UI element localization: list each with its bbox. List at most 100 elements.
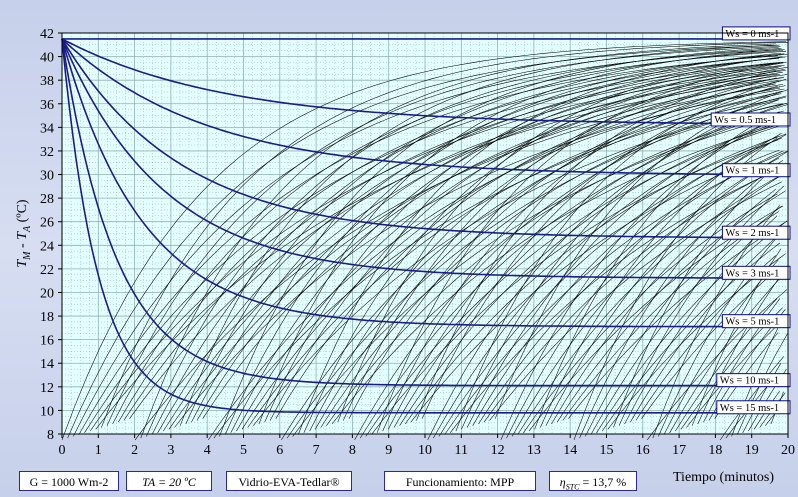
y-axis-label: TM - TA (ºC) [15, 199, 33, 268]
family-curve [720, 356, 785, 441]
x-tick-label: 20 [781, 443, 795, 458]
family-curve [489, 181, 782, 421]
materials-label: Vidrio-EVA-Tedlar® [238, 475, 340, 489]
x-tick-label: 18 [708, 443, 722, 458]
family-curve [551, 175, 781, 425]
family-curve [641, 265, 782, 419]
family-curve [613, 163, 779, 428]
family-curve [517, 172, 785, 435]
x-axis-label: Tiempo (minutos) [673, 470, 774, 485]
y-tick-label: 26 [40, 216, 54, 231]
x-tick-label: 0 [59, 443, 66, 458]
family-curve [523, 193, 778, 433]
family-curve [404, 133, 787, 425]
series-label-box [716, 373, 791, 388]
series-line [61, 38, 788, 125]
curve-family [61, 41, 789, 441]
family-curve [534, 112, 777, 430]
y-tick-label: 22 [40, 263, 54, 278]
y-tick-label: 20 [40, 286, 54, 301]
y-tick-label: 34 [40, 121, 54, 136]
family-curve [275, 76, 785, 419]
x-tick-label: 9 [385, 443, 392, 458]
x-tick-label: 13 [527, 443, 541, 458]
x-tick-label: 8 [349, 443, 356, 458]
x-tick-label: 11 [455, 443, 468, 458]
family-curve [624, 215, 778, 425]
y-tick-label: 12 [40, 381, 54, 396]
x-tick-label: 3 [167, 443, 174, 458]
x-tick-label: 4 [204, 443, 211, 458]
y-label-mid: - [15, 240, 30, 252]
family-curve [348, 80, 781, 419]
x-tick-label: 1 [95, 443, 102, 458]
family-curve [179, 44, 778, 426]
family-curve [568, 222, 785, 419]
y-tick-label: 30 [40, 169, 54, 184]
irradiance-box: G = 1000 Wm-2 [19, 471, 119, 491]
series-label-box [716, 400, 791, 415]
family-curve [331, 125, 777, 425]
family-curve [365, 123, 786, 437]
series-line [61, 38, 789, 239]
x-tick-label: 16 [636, 443, 650, 458]
family-curve [337, 56, 783, 423]
series-label: Ws = 3 ms-1 [725, 268, 779, 279]
x-tick-label: 17 [672, 443, 686, 458]
family-curve [449, 168, 781, 433]
family-curve [472, 136, 778, 426]
family-curve [416, 68, 785, 421]
operation-box: Funcionamiento: MPP [384, 471, 536, 491]
eta-symbol: η [559, 475, 566, 489]
x-tick-label: 19 [745, 443, 759, 458]
y-label-sub2: A [22, 225, 33, 233]
series-line [61, 38, 788, 176]
family-curve [269, 67, 779, 421]
series-label: Ws = 2 ms-1 [725, 228, 779, 239]
ambient-temp-box: TA = 20 ºC [126, 471, 212, 491]
family-curve [658, 227, 786, 437]
family-curve [67, 44, 780, 439]
series-label-box [721, 314, 791, 329]
family-curve [500, 116, 781, 441]
ambient-temp-label: TA = 20 ºC [142, 475, 196, 489]
y-tick-label: 42 [40, 27, 54, 42]
family-curve [157, 62, 781, 433]
x-tick-label: 14 [563, 443, 577, 458]
family-curve [359, 111, 780, 439]
family-curve [427, 103, 784, 441]
family-curve [455, 78, 787, 432]
irradiance-label: G = 1000 Wm-2 [29, 475, 109, 489]
family-curve [73, 49, 785, 437]
x-tick-label: 15 [600, 443, 614, 458]
series-label-box [721, 163, 791, 178]
family-curve [258, 49, 780, 425]
y-tick-label: 28 [40, 192, 54, 207]
family-curve [483, 169, 777, 423]
series-label-box [721, 265, 791, 280]
family-curve [388, 90, 783, 430]
y-tick-label: 40 [40, 51, 54, 66]
family-curve [410, 149, 780, 423]
family-curve [697, 267, 787, 425]
y-tick-label: 32 [40, 145, 54, 160]
materials-box: Vidrio-EVA-Tedlar® [226, 471, 352, 491]
family-curve [219, 47, 779, 437]
family-curve [371, 139, 779, 435]
efficiency-box: ηSTC = 13,7 % [549, 471, 637, 491]
family-curve [118, 58, 779, 423]
operation-label: Funcionamiento: MPP [405, 475, 515, 489]
y-tick-label: 18 [40, 310, 54, 325]
y-tick-label: 10 [40, 404, 54, 419]
family-curve [281, 92, 777, 441]
family-curve [393, 104, 788, 428]
family-curve [140, 43, 777, 439]
family-curve [224, 53, 785, 435]
x-tick-label: 12 [491, 443, 505, 458]
series-label: Ws = 0 ms-1 [725, 29, 779, 40]
family-curve [230, 62, 778, 433]
family-curve [253, 103, 787, 426]
series-label-box [710, 112, 791, 127]
